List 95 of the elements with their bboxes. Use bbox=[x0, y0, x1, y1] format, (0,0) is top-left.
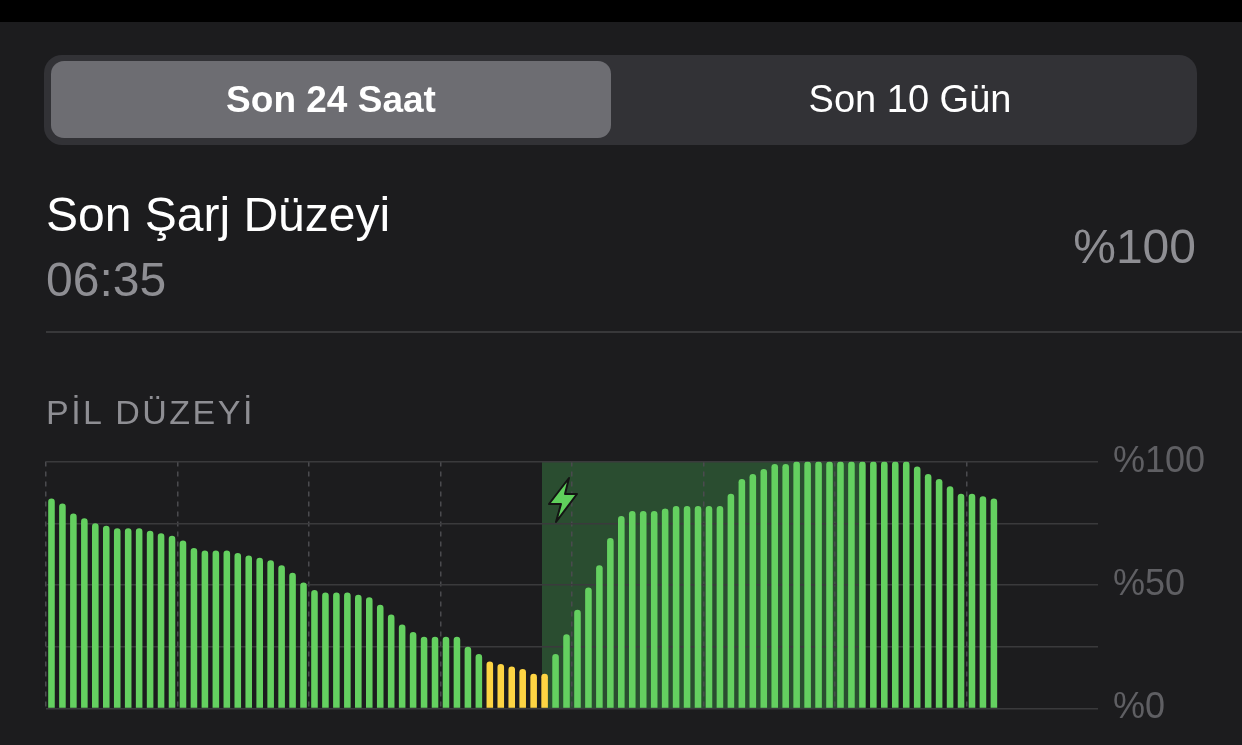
bar bbox=[146, 530, 154, 708]
bar bbox=[300, 582, 307, 708]
bar bbox=[946, 486, 954, 708]
bar bbox=[881, 461, 888, 708]
bar bbox=[48, 498, 55, 708]
bar bbox=[70, 513, 77, 708]
bar bbox=[102, 525, 110, 708]
bar bbox=[234, 552, 242, 708]
bar bbox=[168, 535, 176, 708]
bar bbox=[453, 636, 461, 708]
bar bbox=[59, 503, 66, 708]
bar bbox=[574, 609, 581, 708]
y-tick-label: %50 bbox=[1113, 561, 1186, 603]
bar bbox=[420, 636, 428, 708]
bar bbox=[552, 654, 559, 708]
bar bbox=[913, 466, 921, 708]
bar bbox=[398, 624, 406, 708]
bar bbox=[179, 540, 187, 708]
bar bbox=[639, 510, 647, 708]
bar bbox=[442, 636, 450, 708]
bar bbox=[311, 589, 318, 708]
bar bbox=[135, 528, 143, 708]
bar bbox=[267, 560, 274, 708]
bar bbox=[355, 594, 362, 708]
bar bbox=[837, 461, 844, 708]
bar bbox=[289, 572, 296, 708]
bar bbox=[92, 523, 99, 708]
bar bbox=[475, 654, 483, 708]
bar bbox=[497, 663, 505, 708]
bar bbox=[870, 461, 877, 708]
bar bbox=[804, 461, 811, 708]
bar bbox=[519, 668, 526, 708]
bar bbox=[826, 461, 833, 708]
bar bbox=[771, 464, 779, 708]
bar bbox=[278, 565, 285, 708]
bar bbox=[859, 461, 866, 708]
bar bbox=[431, 636, 439, 708]
bar bbox=[935, 478, 943, 708]
bar bbox=[793, 461, 800, 708]
bar bbox=[409, 631, 417, 708]
bar bbox=[672, 506, 680, 708]
bar bbox=[508, 666, 516, 708]
chart-title: PİL DÜZEYİ bbox=[46, 393, 255, 431]
text: Son Şarj Düzeyi bbox=[46, 188, 391, 241]
bar bbox=[113, 528, 121, 708]
bar bbox=[212, 550, 220, 708]
bar bbox=[190, 547, 198, 708]
bar bbox=[387, 614, 395, 708]
bar bbox=[464, 646, 472, 708]
y-tick-label: %0 bbox=[1113, 685, 1166, 727]
bar bbox=[365, 597, 373, 708]
bar bbox=[530, 673, 537, 708]
bar bbox=[979, 496, 987, 708]
bar bbox=[486, 661, 494, 708]
bar bbox=[848, 461, 855, 708]
bar bbox=[891, 461, 899, 708]
bar bbox=[924, 473, 932, 708]
bar bbox=[760, 469, 768, 708]
bar bbox=[124, 528, 132, 708]
segment-button: Son 24 Saat bbox=[51, 61, 611, 138]
bar bbox=[957, 493, 965, 708]
bar bbox=[607, 538, 614, 708]
bar bbox=[727, 493, 735, 708]
bar bbox=[661, 508, 669, 708]
bar bbox=[322, 592, 329, 708]
bar bbox=[782, 464, 789, 708]
bar bbox=[628, 510, 636, 708]
bar bbox=[694, 506, 702, 708]
bar bbox=[157, 533, 165, 708]
bar bbox=[990, 498, 998, 708]
bar bbox=[563, 634, 570, 708]
bar bbox=[344, 592, 351, 708]
bar bbox=[541, 673, 548, 708]
y-tick-label: %100 bbox=[1113, 438, 1206, 480]
bar bbox=[256, 557, 263, 708]
bar bbox=[815, 461, 822, 708]
bar bbox=[223, 550, 231, 708]
bar bbox=[333, 592, 340, 708]
bar bbox=[596, 565, 603, 708]
bar bbox=[618, 515, 625, 708]
bar bbox=[705, 506, 713, 708]
text: 06:35 bbox=[46, 253, 167, 306]
bar bbox=[650, 510, 658, 708]
bar bbox=[683, 506, 691, 708]
bar bbox=[245, 555, 253, 708]
bar bbox=[738, 478, 746, 708]
bar bbox=[585, 587, 592, 708]
bar bbox=[902, 461, 910, 708]
bar bbox=[376, 604, 384, 708]
bar bbox=[201, 550, 209, 708]
bar bbox=[716, 506, 724, 708]
segment-button: Son 10 Gün bbox=[630, 61, 1190, 138]
bar bbox=[968, 493, 976, 708]
bar bbox=[749, 473, 757, 708]
bar bbox=[81, 518, 88, 708]
